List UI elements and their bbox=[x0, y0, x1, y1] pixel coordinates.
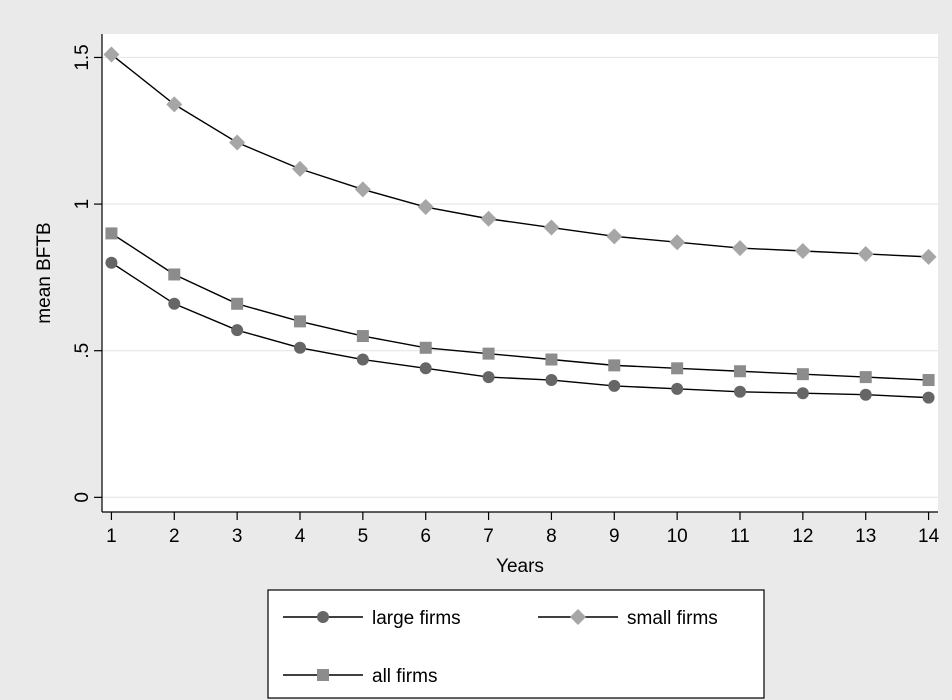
legend-marker bbox=[317, 611, 329, 623]
x-tick-label: 5 bbox=[358, 526, 369, 547]
x-tick-label: 12 bbox=[792, 526, 813, 547]
data-point bbox=[419, 362, 432, 375]
data-point bbox=[608, 359, 621, 372]
data-point bbox=[168, 268, 181, 281]
legend-marker bbox=[570, 609, 586, 625]
data-point bbox=[545, 374, 558, 387]
data-point bbox=[545, 353, 558, 366]
x-tick-label: 3 bbox=[232, 526, 243, 547]
data-point bbox=[669, 234, 686, 251]
data-point bbox=[419, 341, 432, 354]
data-point bbox=[105, 227, 118, 240]
data-point bbox=[734, 365, 746, 378]
series-line bbox=[111, 232, 929, 381]
x-tick-label: 7 bbox=[483, 526, 494, 547]
legend-box bbox=[267, 589, 765, 699]
data-point bbox=[105, 256, 118, 269]
data-point bbox=[292, 160, 308, 177]
y-tick-label: .5 bbox=[72, 343, 93, 359]
data-point bbox=[922, 374, 935, 387]
legend-item: small firms bbox=[538, 608, 718, 629]
legend-marker bbox=[317, 669, 329, 681]
data-point bbox=[671, 382, 684, 395]
x-tick-label: 9 bbox=[609, 526, 620, 547]
data-point bbox=[356, 353, 369, 366]
data-point bbox=[168, 297, 181, 310]
y-ticks: 0 .5 1 1.5 bbox=[72, 44, 102, 503]
chart-series bbox=[103, 46, 937, 404]
x-tick-label: 11 bbox=[730, 526, 750, 547]
x-tick-label: 10 bbox=[667, 526, 688, 547]
data-point bbox=[796, 368, 809, 381]
x-tick-label: 13 bbox=[855, 526, 876, 547]
data-point bbox=[417, 199, 434, 216]
data-point bbox=[482, 347, 495, 360]
legend-label: all firms bbox=[372, 666, 437, 687]
x-ticks: 1 2 3 4 5 6 7 8 9 10 11 12 13 14 bbox=[106, 512, 940, 547]
data-point bbox=[732, 240, 748, 257]
data-point bbox=[354, 181, 371, 198]
data-point bbox=[482, 371, 495, 384]
x-tick-label: 4 bbox=[295, 526, 306, 547]
data-point bbox=[859, 388, 872, 401]
legend-label: small firms bbox=[627, 608, 718, 629]
data-point bbox=[857, 245, 874, 262]
data-point bbox=[103, 46, 120, 63]
data-point bbox=[231, 324, 244, 337]
legend: large firms small firms all firms bbox=[267, 589, 765, 699]
x-tick-label: 14 bbox=[918, 526, 940, 547]
data-point bbox=[671, 362, 684, 375]
data-point bbox=[920, 248, 937, 265]
data-point bbox=[608, 379, 621, 392]
y-axis-label: mean BFTB bbox=[34, 222, 55, 323]
series-all-firms bbox=[105, 227, 935, 387]
series-large-firms bbox=[105, 256, 935, 404]
data-point bbox=[859, 371, 872, 384]
data-point bbox=[294, 315, 306, 328]
x-axis-label: Years bbox=[496, 556, 544, 577]
y-tick-label: 1.5 bbox=[72, 44, 93, 70]
data-point bbox=[794, 243, 811, 260]
series-small-firms bbox=[103, 46, 937, 265]
x-tick-label: 1 bbox=[106, 526, 117, 547]
x-tick-label: 8 bbox=[546, 526, 557, 547]
data-point bbox=[294, 341, 306, 354]
data-point bbox=[231, 297, 244, 310]
y-tick-label: 0 bbox=[72, 492, 93, 503]
x-tick-label: 2 bbox=[169, 526, 180, 547]
data-point bbox=[229, 134, 246, 151]
legend-item: all firms bbox=[283, 666, 437, 687]
series-line bbox=[111, 262, 929, 399]
data-point bbox=[480, 210, 497, 227]
data-point bbox=[543, 219, 560, 236]
data-point bbox=[606, 228, 623, 245]
legend-item: large firms bbox=[283, 608, 461, 629]
y-tick-label: 1 bbox=[72, 199, 93, 210]
data-point bbox=[796, 387, 809, 400]
grid-lines bbox=[102, 56, 938, 498]
data-point bbox=[922, 391, 935, 404]
plot-area bbox=[102, 34, 938, 512]
data-point bbox=[356, 330, 369, 343]
data-point bbox=[166, 96, 183, 113]
data-point bbox=[734, 385, 746, 398]
series-line bbox=[110, 53, 929, 258]
x-tick-label: 6 bbox=[420, 526, 431, 547]
legend-label: large firms bbox=[372, 608, 461, 629]
